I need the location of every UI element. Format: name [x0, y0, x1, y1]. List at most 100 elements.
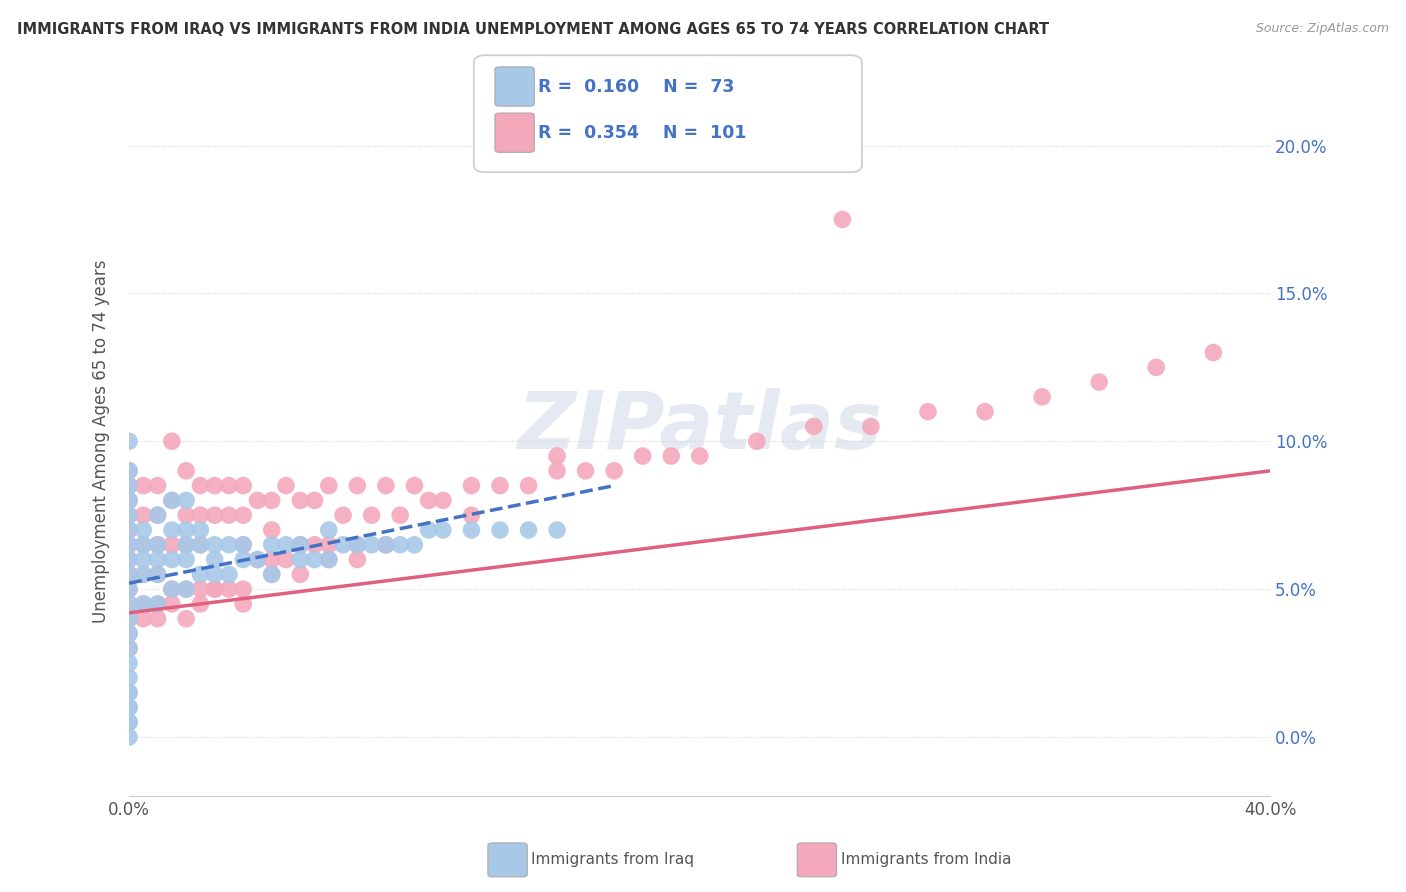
Point: [404, 478, 426, 492]
Text: Immigrants from India: Immigrants from India: [841, 853, 1011, 867]
Point: [745, 434, 768, 449]
Point: [118, 641, 141, 656]
Point: [118, 538, 141, 552]
Point: [160, 493, 183, 508]
Point: [332, 508, 354, 523]
Point: [218, 538, 240, 552]
Point: [132, 567, 155, 582]
Point: [146, 567, 169, 582]
Point: [304, 538, 326, 552]
Point: [118, 508, 141, 523]
Point: [318, 552, 340, 566]
Point: [118, 582, 141, 596]
Point: [146, 567, 169, 582]
Point: [260, 493, 283, 508]
Point: [118, 700, 141, 714]
Point: [274, 552, 297, 566]
Point: [118, 464, 141, 478]
Point: [174, 582, 197, 596]
Point: [132, 523, 155, 537]
Point: [118, 626, 141, 640]
Point: [260, 538, 283, 552]
Point: [246, 552, 269, 566]
Point: [190, 538, 212, 552]
Point: [246, 493, 269, 508]
Point: [318, 552, 340, 566]
Point: [318, 538, 340, 552]
Point: [346, 552, 368, 566]
Point: [118, 612, 141, 626]
Point: [204, 582, 226, 596]
Point: [232, 597, 254, 611]
Point: [118, 582, 141, 596]
Point: [190, 523, 212, 537]
Point: [190, 567, 212, 582]
Point: [346, 478, 368, 492]
Point: [374, 538, 396, 552]
Point: [360, 508, 382, 523]
Point: [118, 493, 141, 508]
Point: [404, 538, 426, 552]
Point: [489, 523, 512, 537]
Point: [118, 671, 141, 685]
Point: [546, 449, 568, 463]
Point: [174, 538, 197, 552]
Point: [318, 523, 340, 537]
Point: [290, 552, 312, 566]
Text: IMMIGRANTS FROM IRAQ VS IMMIGRANTS FROM INDIA UNEMPLOYMENT AMONG AGES 65 TO 74 Y: IMMIGRANTS FROM IRAQ VS IMMIGRANTS FROM …: [17, 22, 1049, 37]
Point: [603, 464, 626, 478]
Point: [290, 493, 312, 508]
Point: [631, 449, 654, 463]
Point: [146, 478, 169, 492]
Point: [118, 434, 141, 449]
Point: [432, 523, 454, 537]
Point: [218, 478, 240, 492]
Point: [517, 523, 540, 537]
Point: [917, 405, 939, 419]
Point: [274, 538, 297, 552]
Point: [160, 523, 183, 537]
Point: [460, 523, 482, 537]
Point: [218, 582, 240, 596]
Point: [118, 552, 141, 566]
Point: [190, 508, 212, 523]
Point: [118, 700, 141, 714]
Point: [118, 478, 141, 492]
Point: [160, 552, 183, 566]
Point: [360, 538, 382, 552]
Point: [374, 538, 396, 552]
Point: [118, 552, 141, 566]
Point: [118, 730, 141, 744]
Point: [132, 538, 155, 552]
Point: [574, 464, 596, 478]
Point: [118, 626, 141, 640]
Point: [174, 538, 197, 552]
Point: [132, 538, 155, 552]
Point: [146, 597, 169, 611]
Point: [146, 538, 169, 552]
Point: [204, 478, 226, 492]
Point: [260, 567, 283, 582]
Point: [118, 686, 141, 700]
Point: [290, 538, 312, 552]
Point: [132, 508, 155, 523]
Point: [118, 464, 141, 478]
Text: ZIPatlas: ZIPatlas: [517, 388, 882, 466]
Point: [146, 597, 169, 611]
Point: [218, 567, 240, 582]
Point: [118, 715, 141, 730]
Point: [659, 449, 682, 463]
Text: Immigrants from Iraq: Immigrants from Iraq: [531, 853, 695, 867]
Point: [118, 567, 141, 582]
Point: [118, 523, 141, 537]
Point: [118, 641, 141, 656]
Point: [460, 478, 482, 492]
Point: [204, 538, 226, 552]
Point: [418, 493, 440, 508]
Point: [190, 597, 212, 611]
Point: [689, 449, 711, 463]
Point: [204, 508, 226, 523]
Point: [132, 478, 155, 492]
Point: [232, 582, 254, 596]
Point: [260, 523, 283, 537]
